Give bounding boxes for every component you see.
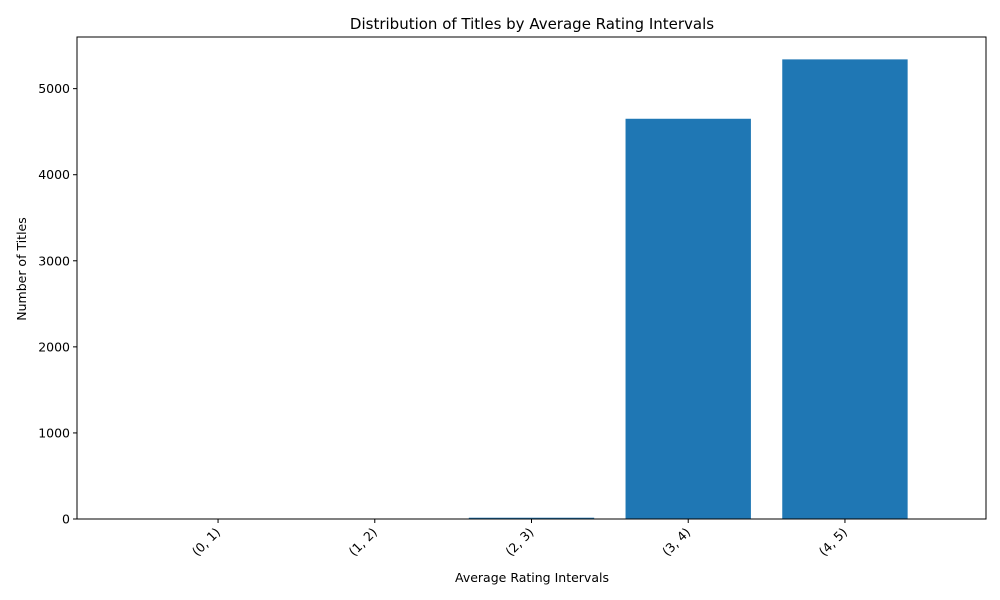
bars-layer — [312, 59, 908, 520]
y-tick-label: 5000 — [38, 81, 70, 96]
x-tick-label: (0, 1) — [189, 525, 223, 559]
chart-title: Distribution of Titles by Average Rating… — [350, 15, 714, 33]
bar-3 — [625, 118, 751, 520]
bar-4 — [782, 59, 908, 519]
y-axis-label: Number of Titles — [14, 217, 29, 321]
x-tick-label: (2, 3) — [502, 525, 536, 559]
x-axis-label: Average Rating Intervals — [455, 570, 609, 585]
y-tick-label: 2000 — [38, 339, 70, 354]
y-tick-label: 0 — [62, 512, 70, 527]
x-tick-label: (3, 4) — [659, 525, 693, 559]
x-tick-label: (1, 2) — [346, 525, 380, 559]
x-tick-label: (4, 5) — [816, 525, 850, 559]
y-tick-label: 4000 — [38, 167, 70, 182]
y-tick-label: 3000 — [38, 253, 70, 268]
y-tick-label: 1000 — [38, 425, 70, 440]
bar-2 — [468, 517, 595, 519]
